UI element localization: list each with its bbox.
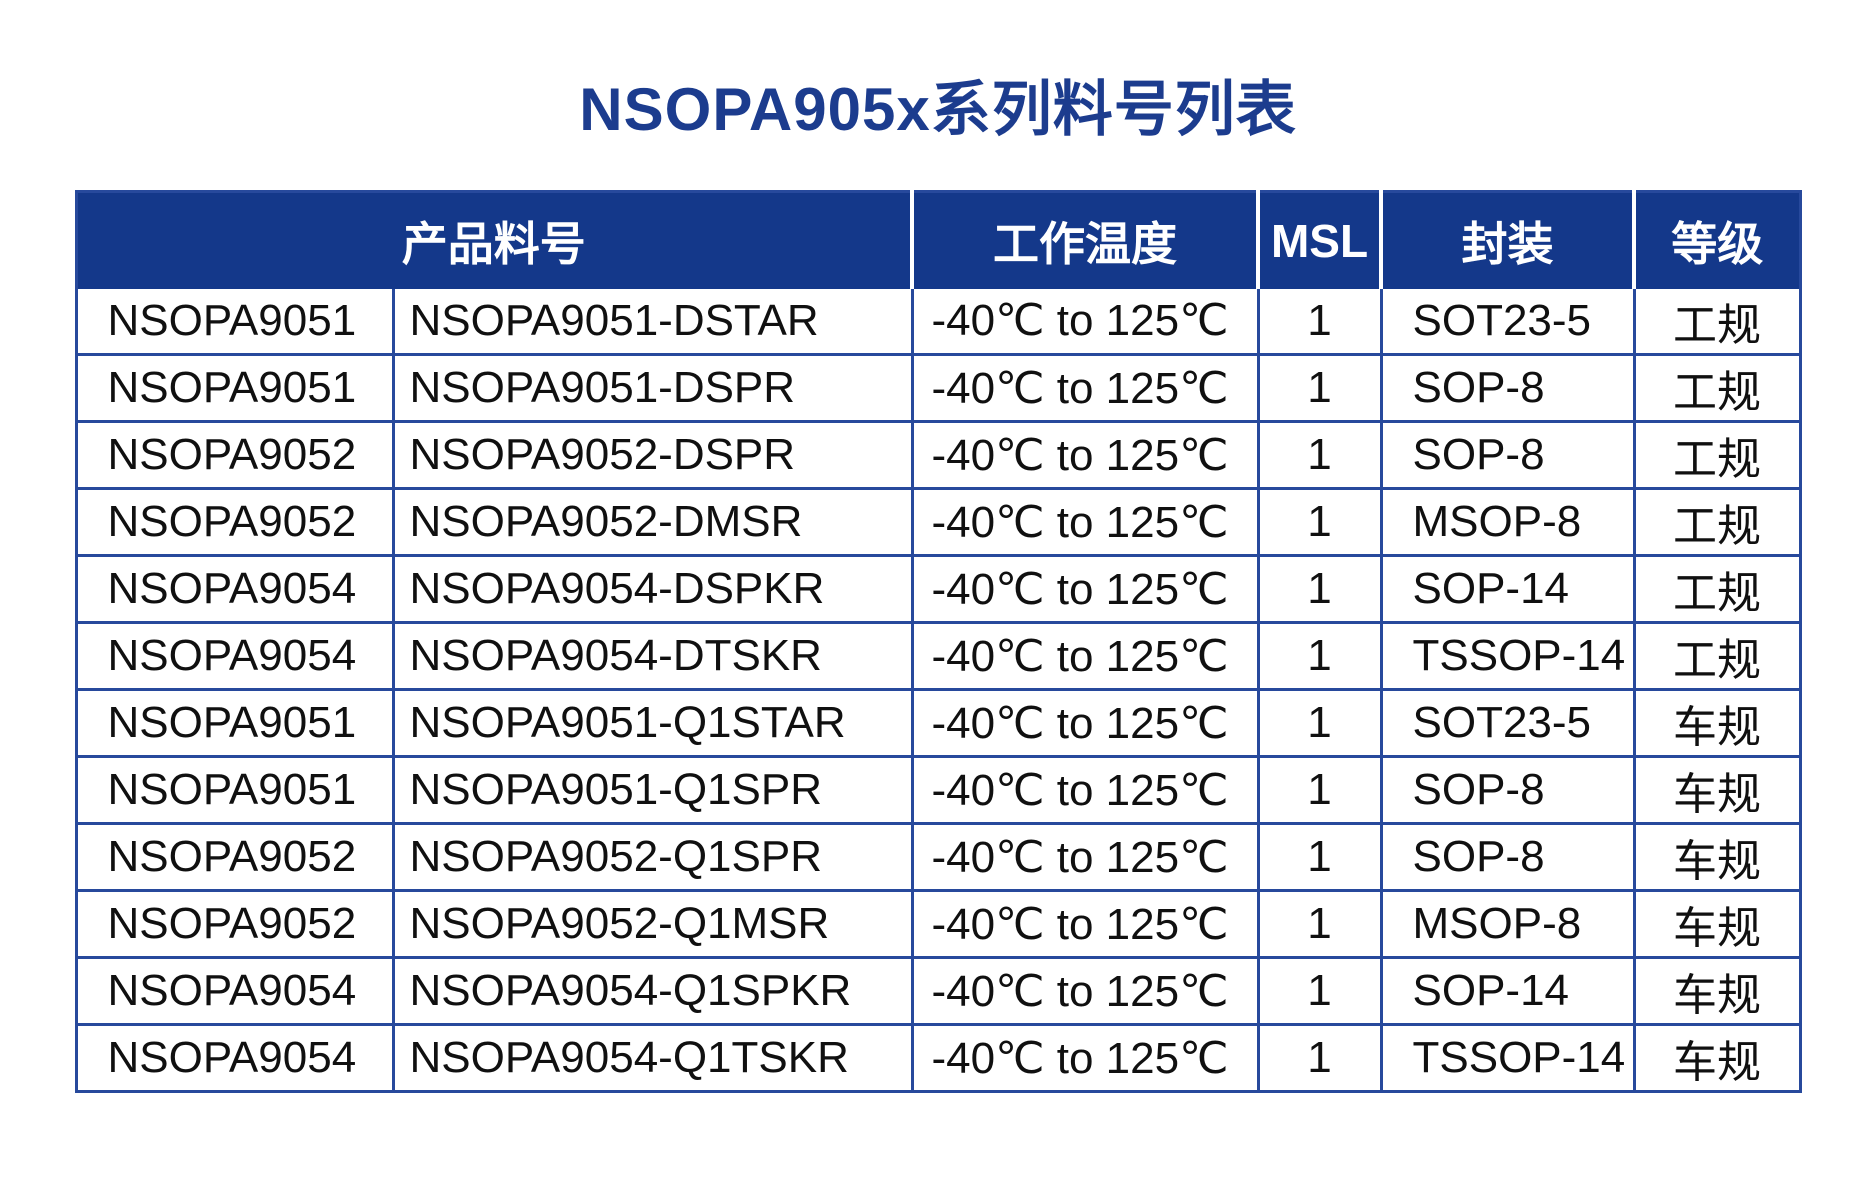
- cell-part-number: NSOPA9054-Q1SPKR: [391, 956, 914, 1026]
- cell-package: MSOP-8: [1379, 487, 1636, 557]
- cell-base-part: NSOPA9052: [74, 487, 395, 557]
- cell-package: TSSOP-14: [1379, 621, 1636, 691]
- header-msl: MSL: [1256, 191, 1381, 289]
- cell-grade: 工规: [1632, 621, 1802, 691]
- cell-package: SOT23-5: [1379, 688, 1636, 758]
- cell-package: SOP-14: [1379, 956, 1636, 1026]
- cell-msl: 1: [1256, 554, 1383, 624]
- cell-grade: 车规: [1632, 822, 1802, 892]
- cell-base-part: NSOPA9052: [74, 822, 395, 892]
- cell-msl: 1: [1256, 889, 1383, 959]
- header-row: 产品料号 工作温度 MSL 封装 等级: [76, 191, 1800, 289]
- page-title: NSOPA905x系列料号列表: [579, 76, 1297, 143]
- cell-package: SOP-8: [1379, 822, 1636, 892]
- cell-msl: 1: [1256, 621, 1383, 691]
- cell-base-part: NSOPA9052: [74, 889, 395, 959]
- cell-temperature: -40℃ to 125℃: [910, 554, 1260, 624]
- cell-temperature: -40℃ to 125℃: [910, 822, 1260, 892]
- cell-grade: 工规: [1632, 420, 1802, 490]
- cell-part-number: NSOPA9054-DSPKR: [391, 554, 914, 624]
- cell-msl: 1: [1256, 688, 1383, 758]
- header-temperature: 工作温度: [910, 191, 1258, 289]
- part-number-table: 产品料号 工作温度 MSL 封装 等级 NSOPA9051 NSOPA9051-…: [74, 190, 1802, 1093]
- cell-temperature: -40℃ to 125℃: [910, 487, 1260, 557]
- cell-grade: 车规: [1632, 688, 1802, 758]
- table-row: NSOPA9051 NSOPA9051-DSTAR -40℃ to 125℃ 1…: [74, 288, 1802, 356]
- cell-msl: 1: [1256, 1023, 1383, 1093]
- cell-temperature: -40℃ to 125℃: [910, 688, 1260, 758]
- cell-base-part: NSOPA9054: [74, 621, 395, 691]
- cell-base-part: NSOPA9051: [74, 353, 395, 423]
- cell-temperature: -40℃ to 125℃: [910, 288, 1260, 356]
- table-row: NSOPA9052 NSOPA9052-DSPR -40℃ to 125℃ 1 …: [74, 420, 1802, 490]
- cell-base-part: NSOPA9051: [74, 288, 395, 356]
- table-row: NSOPA9051 NSOPA9051-Q1STAR -40℃ to 125℃ …: [74, 688, 1802, 758]
- cell-temperature: -40℃ to 125℃: [910, 1023, 1260, 1093]
- table-row: NSOPA9051 NSOPA9051-DSPR -40℃ to 125℃ 1 …: [74, 353, 1802, 423]
- cell-temperature: -40℃ to 125℃: [910, 889, 1260, 959]
- cell-msl: 1: [1256, 755, 1383, 825]
- table-row: NSOPA9054 NSOPA9054-DTSKR -40℃ to 125℃ 1…: [74, 621, 1802, 691]
- page: NSOPA905x系列料号列表 产品料号 工作温度 MSL 封装 等级 NSOP…: [74, 76, 1802, 1093]
- cell-temperature: -40℃ to 125℃: [910, 956, 1260, 1026]
- cell-base-part: NSOPA9051: [74, 688, 395, 758]
- cell-temperature: -40℃ to 125℃: [910, 755, 1260, 825]
- cell-grade: 工规: [1632, 487, 1802, 557]
- cell-temperature: -40℃ to 125℃: [910, 420, 1260, 490]
- table-row: NSOPA9052 NSOPA9052-DMSR -40℃ to 125℃ 1 …: [74, 487, 1802, 557]
- cell-package: SOT23-5: [1379, 288, 1636, 356]
- cell-grade: 车规: [1632, 755, 1802, 825]
- cell-base-part: NSOPA9054: [74, 554, 395, 624]
- header-grade: 等级: [1632, 191, 1800, 289]
- cell-grade: 车规: [1632, 889, 1802, 959]
- cell-package: SOP-8: [1379, 755, 1636, 825]
- cell-part-number: NSOPA9051-Q1STAR: [391, 688, 914, 758]
- table-row: NSOPA9054 NSOPA9054-Q1TSKR -40℃ to 125℃ …: [74, 1023, 1802, 1093]
- cell-part-number: NSOPA9051-DSTAR: [391, 288, 914, 356]
- cell-msl: 1: [1256, 353, 1383, 423]
- cell-temperature: -40℃ to 125℃: [910, 621, 1260, 691]
- cell-package: TSSOP-14: [1379, 1023, 1636, 1093]
- table-body: NSOPA9051 NSOPA9051-DSTAR -40℃ to 125℃ 1…: [74, 288, 1802, 1093]
- cell-part-number: NSOPA9054-Q1TSKR: [391, 1023, 914, 1093]
- cell-part-number: NSOPA9051-Q1SPR: [391, 755, 914, 825]
- cell-msl: 1: [1256, 288, 1383, 356]
- table-row: NSOPA9054 NSOPA9054-DSPKR -40℃ to 125℃ 1…: [74, 554, 1802, 624]
- cell-part-number: NSOPA9052-Q1SPR: [391, 822, 914, 892]
- table-row: NSOPA9051 NSOPA9051-Q1SPR -40℃ to 125℃ 1…: [74, 755, 1802, 825]
- cell-grade: 工规: [1632, 288, 1802, 356]
- cell-part-number: NSOPA9054-DTSKR: [391, 621, 914, 691]
- cell-package: SOP-8: [1379, 353, 1636, 423]
- cell-msl: 1: [1256, 487, 1383, 557]
- cell-base-part: NSOPA9052: [74, 420, 395, 490]
- cell-part-number: NSOPA9052-Q1MSR: [391, 889, 914, 959]
- cell-package: MSOP-8: [1379, 889, 1636, 959]
- header-product: 产品料号: [76, 191, 912, 289]
- table-row: NSOPA9052 NSOPA9052-Q1SPR -40℃ to 125℃ 1…: [74, 822, 1802, 892]
- cell-grade: 车规: [1632, 956, 1802, 1026]
- cell-part-number: NSOPA9051-DSPR: [391, 353, 914, 423]
- cell-part-number: NSOPA9052-DSPR: [391, 420, 914, 490]
- cell-msl: 1: [1256, 822, 1383, 892]
- cell-msl: 1: [1256, 420, 1383, 490]
- cell-part-number: NSOPA9052-DMSR: [391, 487, 914, 557]
- header-package: 封装: [1379, 191, 1634, 289]
- cell-base-part: NSOPA9054: [74, 1023, 395, 1093]
- table-row: NSOPA9054 NSOPA9054-Q1SPKR -40℃ to 125℃ …: [74, 956, 1802, 1026]
- cell-temperature: -40℃ to 125℃: [910, 353, 1260, 423]
- cell-base-part: NSOPA9051: [74, 755, 395, 825]
- cell-grade: 车规: [1632, 1023, 1802, 1093]
- table-row: NSOPA9052 NSOPA9052-Q1MSR -40℃ to 125℃ 1…: [74, 889, 1802, 959]
- cell-msl: 1: [1256, 956, 1383, 1026]
- cell-package: SOP-8: [1379, 420, 1636, 490]
- cell-grade: 工规: [1632, 554, 1802, 624]
- cell-grade: 工规: [1632, 353, 1802, 423]
- cell-base-part: NSOPA9054: [74, 956, 395, 1026]
- cell-package: SOP-14: [1379, 554, 1636, 624]
